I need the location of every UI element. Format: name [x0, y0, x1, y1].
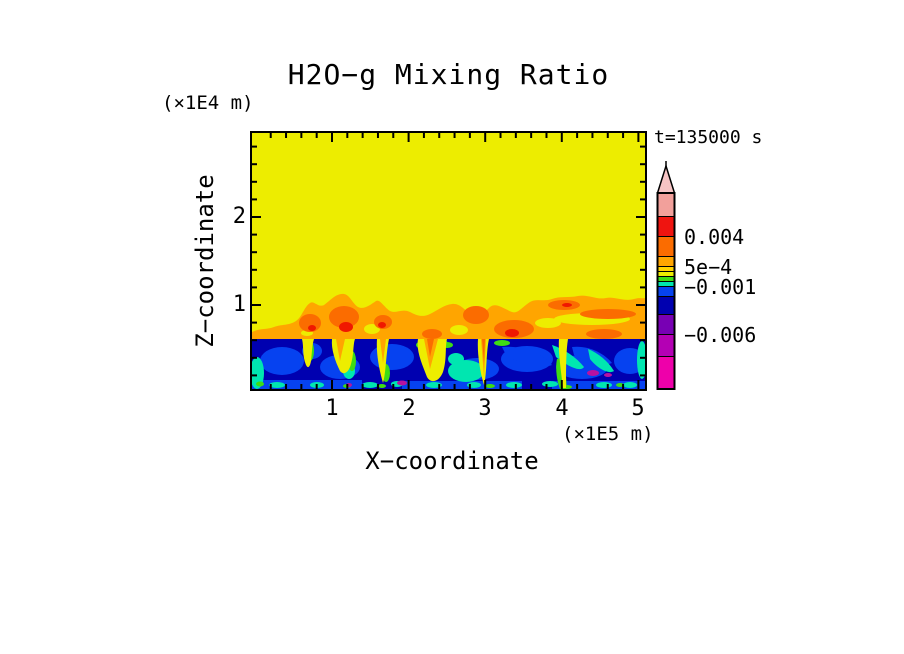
colorbar-label-1: 5e−4 — [684, 255, 733, 279]
x-axis-title: X−coordinate — [365, 447, 539, 475]
z-tick-label-1: 1 — [232, 292, 246, 317]
axis-ticks — [252, 133, 645, 389]
time-annotation: t=135000 s — [654, 127, 763, 148]
z-axis-unit-label: (×1E4 m) — [162, 92, 254, 114]
z-tick-label-2: 2 — [232, 204, 246, 229]
x-tick-label-5: 5 — [631, 396, 645, 421]
colorbar-label-3: −0.006 — [684, 323, 757, 347]
x-tick-label-1: 1 — [325, 396, 339, 421]
x-axis-unit-label: (×1E5 m) — [562, 423, 654, 445]
x-tick-label-3: 3 — [478, 396, 492, 421]
colorbar-label-0: 0.004 — [684, 225, 745, 249]
z-axis-title: Z−coordinate — [191, 174, 219, 348]
colorbar-label-2: −0.001 — [684, 275, 757, 299]
x-tick-label-2: 2 — [402, 396, 416, 421]
colorbar — [656, 161, 676, 390]
x-tick-label-4: 4 — [555, 396, 569, 421]
contour-field — [252, 133, 645, 389]
chart-title: H2O−g Mixing Ratio — [287, 58, 610, 91]
plot-area — [250, 131, 647, 391]
